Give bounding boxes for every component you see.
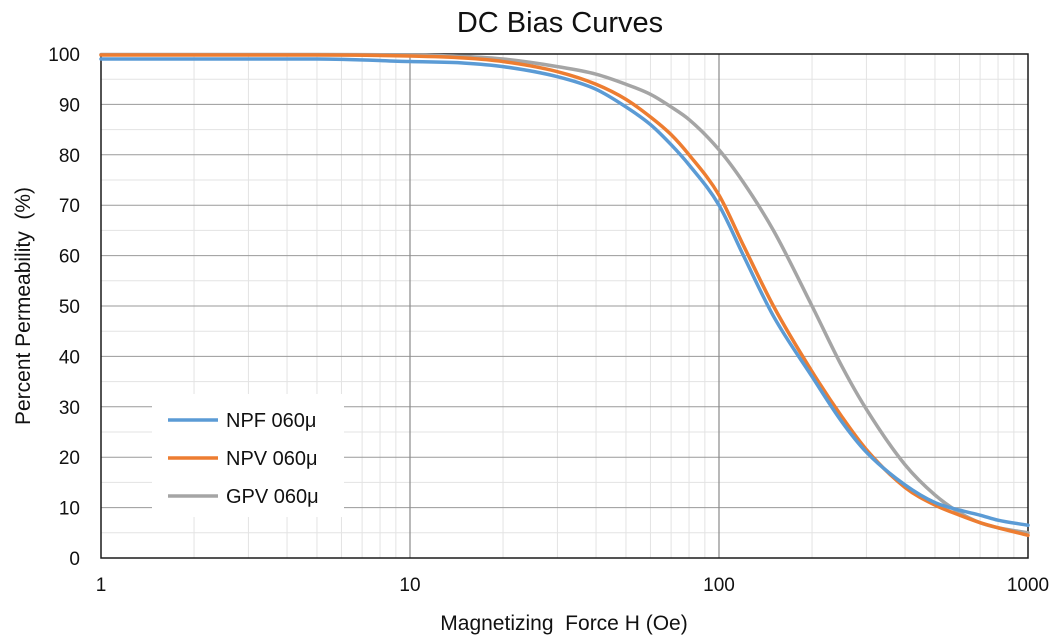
y-tick-label: 10 <box>59 499 80 520</box>
plot-area-frame <box>100 53 1029 559</box>
y-tick-label: 90 <box>59 95 80 116</box>
y-tick-labels: 0 10 20 30 40 50 60 70 80 90 100 <box>48 45 80 570</box>
y-tick-label: 60 <box>59 247 80 268</box>
y-tick-label: 70 <box>59 196 80 217</box>
y-axis-label: Percent Permeability (%) <box>12 187 35 425</box>
series-group <box>99 52 1030 538</box>
y-tick-label: 80 <box>59 146 80 167</box>
y-tick-label: 100 <box>48 45 80 66</box>
y-tick-label: 30 <box>59 398 80 419</box>
series-line-npv <box>99 53 1030 538</box>
y-tick-label: 20 <box>59 448 80 469</box>
x-axis-label: Magnetizing Force H (Oe) <box>440 612 687 635</box>
y-tick-label: 40 <box>59 347 80 368</box>
y-tick-label: 0 <box>69 549 80 570</box>
legend: NPF 060μ NPV 060μ GPV 060μ <box>152 394 344 517</box>
y-tick-label: 50 <box>59 297 80 318</box>
x-tick-labels: 1 10 100 1000 <box>96 575 1049 596</box>
x-tick-label: 10 <box>399 575 420 596</box>
series-line-npf <box>99 57 1030 527</box>
x-tick-label: 1000 <box>1007 575 1049 596</box>
legend-label: NPV 060μ <box>226 448 318 470</box>
x-tick-label: 100 <box>703 575 735 596</box>
x-tick-label: 1 <box>96 575 107 596</box>
chart-title: DC Bias Curves <box>457 7 663 39</box>
legend-label: GPV 060μ <box>226 486 319 508</box>
legend-label: NPF 060μ <box>226 410 316 432</box>
